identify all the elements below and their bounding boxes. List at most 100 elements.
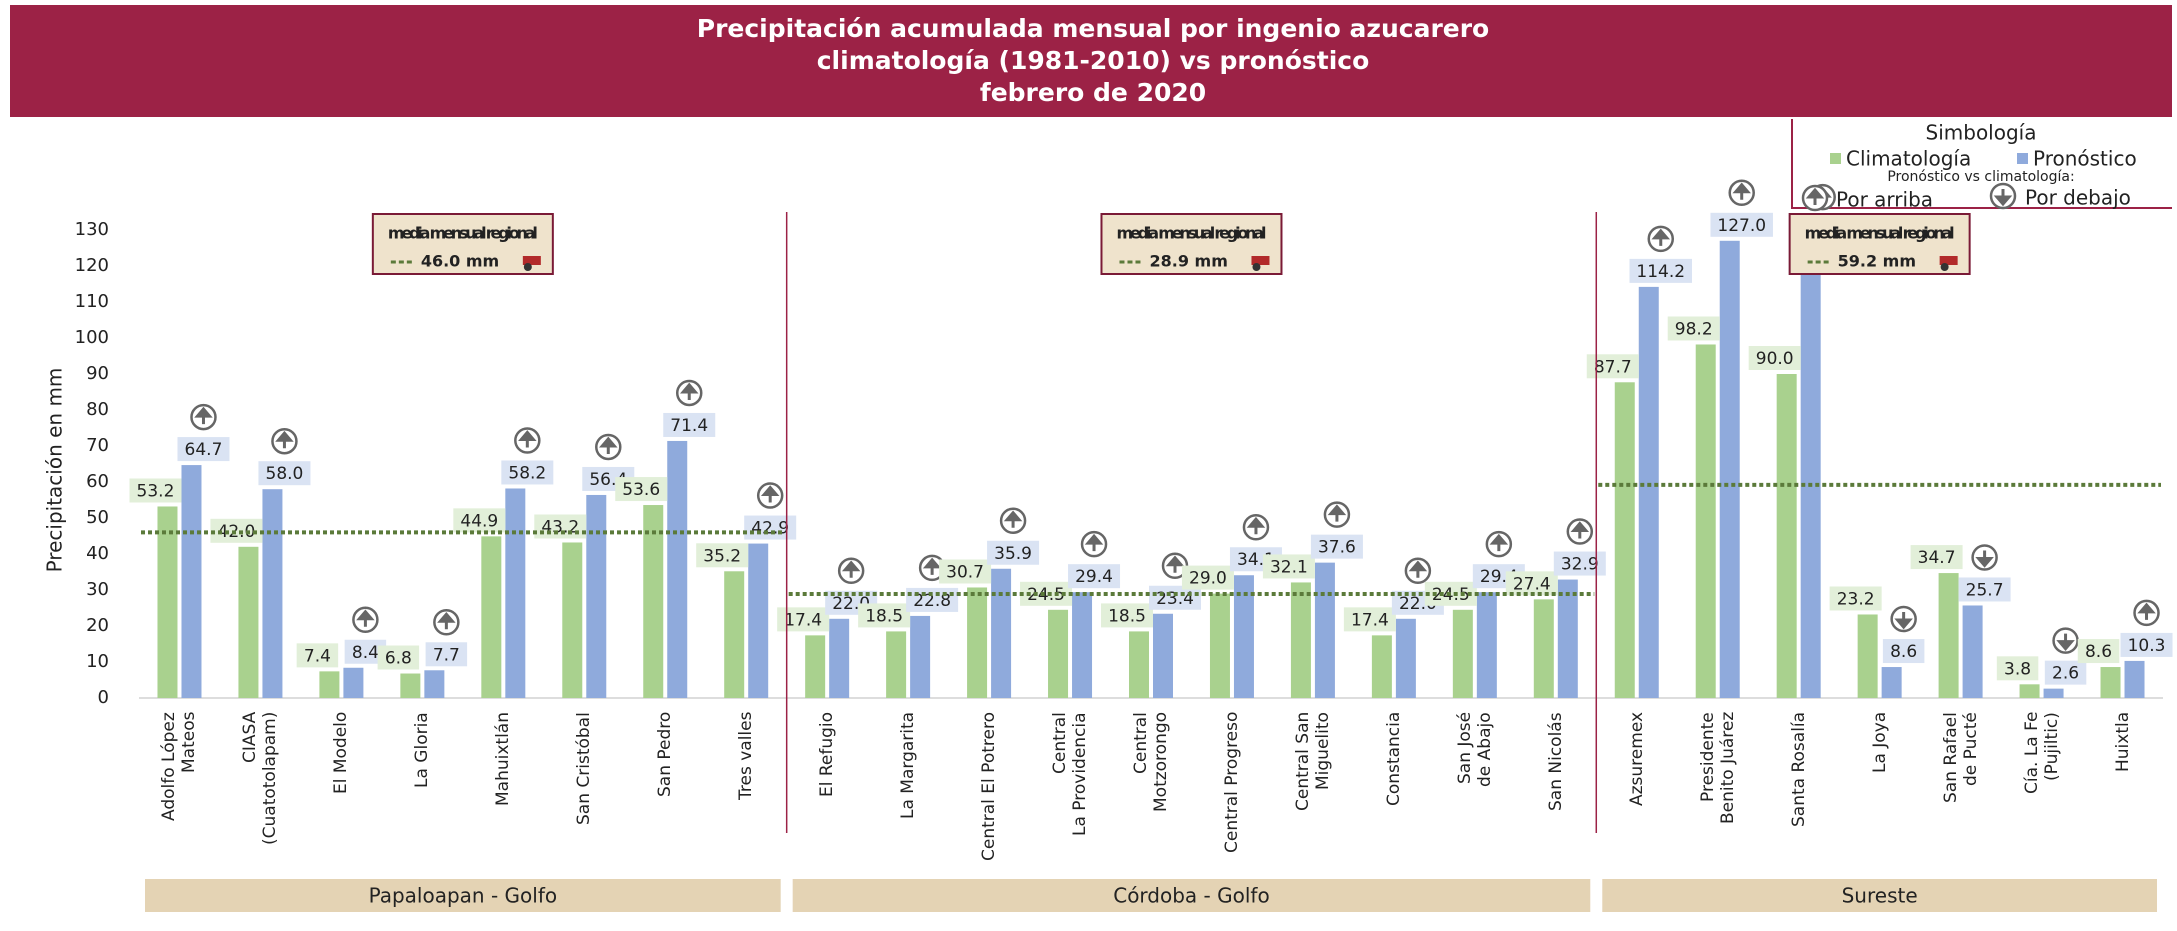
- y-tick-label: 40: [86, 543, 109, 564]
- bar: [586, 494, 607, 698]
- legend-title: Simbología: [1926, 121, 2037, 145]
- value-label: 35.9: [994, 544, 1032, 564]
- value-label: 24.5: [1027, 585, 1065, 605]
- bar: [1129, 631, 1149, 698]
- bar: [1614, 382, 1635, 698]
- value-label-bg: [1958, 577, 2011, 602]
- value-label-bg: [1910, 545, 1963, 570]
- value-label: 53.2: [137, 481, 175, 501]
- value-label: 127.0: [1717, 216, 1766, 236]
- tractor-icon: [523, 263, 532, 271]
- bar: [319, 671, 340, 698]
- mean-value: 46.0 mm: [421, 252, 499, 271]
- bar: [1533, 599, 1554, 698]
- bar: [2124, 660, 2145, 698]
- value-label-bg: [1310, 534, 1363, 559]
- value-label: 27.4: [1513, 574, 1551, 594]
- legend-frame: [1791, 119, 2172, 209]
- value-label-bg: [1262, 554, 1315, 579]
- bar: [829, 618, 850, 698]
- value-label-bg: [534, 514, 587, 539]
- value-label-bg: [425, 642, 468, 667]
- value-label: 29.0: [1189, 569, 1227, 589]
- x-tick-label: San Pedro: [655, 712, 676, 798]
- y-tick-label: 110: [75, 291, 109, 312]
- value-label: 6.8: [385, 649, 412, 669]
- value-label: 42.0: [218, 522, 256, 542]
- x-tick-label: San José de Abajo: [1454, 712, 1495, 787]
- value-label: 53.6: [622, 480, 660, 500]
- value-label: 114.2: [1636, 262, 1685, 282]
- trend-arrow-glyph: [2137, 602, 2156, 620]
- mean-value: 28.9 mm: [1149, 252, 1227, 271]
- region-label: Córdoba - Golfo: [1113, 884, 1269, 908]
- legend-label: Climatología: [1846, 147, 1971, 171]
- x-tick-label: Central La Providencia: [1050, 712, 1091, 836]
- bar: [1638, 286, 1659, 698]
- x-tick-label: Central El Potrero: [979, 712, 1000, 861]
- bar: [1476, 592, 1497, 698]
- y-tick-label: 80: [86, 399, 109, 420]
- x-tick-label: San Nicolás: [1545, 712, 1566, 811]
- x-tick-label: Huixtla: [2112, 712, 2133, 773]
- value-label: 37.6: [1318, 538, 1356, 558]
- value-label-bg: [939, 559, 992, 584]
- value-label-bg: [377, 645, 420, 670]
- x-tick-label: La Joya: [1869, 712, 1890, 774]
- legend-arrow-glyph: [1993, 189, 2013, 207]
- x-tick-label: CIASA (Cuatotolapam): [240, 712, 281, 846]
- value-label: 43.2: [541, 517, 579, 537]
- bar: [343, 667, 364, 698]
- y-tick-label: 30: [86, 579, 109, 600]
- chart-title: climatología (1981-2010) vs pronóstico: [817, 46, 1370, 75]
- value-label-bg: [858, 603, 911, 628]
- bar: [1938, 573, 1959, 698]
- x-tick-label: La Margarita: [898, 712, 919, 820]
- value-label: 90.0: [1756, 349, 1794, 369]
- mean-box: [371, 213, 554, 275]
- tractor-icon: [1251, 256, 1270, 265]
- mean-title: media mensual regional: [388, 224, 538, 243]
- region-box: [1602, 879, 2157, 912]
- tractor-icon: [1939, 256, 1958, 265]
- value-label-bg: [296, 643, 339, 668]
- value-label: 58.0: [266, 464, 304, 484]
- trend-arrow-glyph: [356, 609, 375, 627]
- legend-arrow-glyph: [1805, 187, 1825, 205]
- value-label-bg: [1667, 316, 1720, 341]
- bar: [1452, 609, 1473, 698]
- bar: [886, 631, 907, 698]
- y-tick-label: 20: [86, 615, 109, 636]
- tractor-icon: [522, 256, 541, 265]
- bar: [1048, 609, 1069, 698]
- bar: [1557, 579, 1578, 698]
- bar: [1290, 582, 1311, 698]
- x-tick-label: El Refugio: [817, 712, 838, 798]
- legend-label: Por arriba: [1836, 188, 1933, 212]
- value-label: 44.9: [460, 511, 498, 531]
- trend-arrow-glyph: [518, 430, 537, 448]
- bar: [667, 440, 688, 698]
- value-label-bg: [1181, 565, 1234, 590]
- value-label: 58.2: [508, 463, 546, 483]
- x-tick-label: La Gloria: [412, 712, 433, 788]
- bar: [1371, 635, 1392, 698]
- bar: [157, 506, 178, 698]
- value-label: 8.4: [352, 643, 379, 663]
- trend-arrow-glyph: [2056, 633, 2075, 651]
- bar: [181, 465, 202, 698]
- bar: [1395, 618, 1416, 698]
- x-tick-label: Central Motzorongo: [1131, 712, 1171, 813]
- legend-label: Pronóstico: [2033, 147, 2137, 171]
- title-bar: [10, 5, 2172, 117]
- value-label: 71.4: [670, 416, 708, 436]
- value-label: 3.8: [2004, 659, 2031, 679]
- legend-label: Por debajo: [2025, 186, 2131, 210]
- value-label-bg: [1343, 607, 1396, 632]
- y-tick-label: 0: [98, 687, 109, 708]
- bar: [1881, 667, 1902, 698]
- value-label-bg: [696, 543, 749, 568]
- trend-arrow-glyph: [1165, 555, 1185, 573]
- value-label-bg: [906, 587, 959, 612]
